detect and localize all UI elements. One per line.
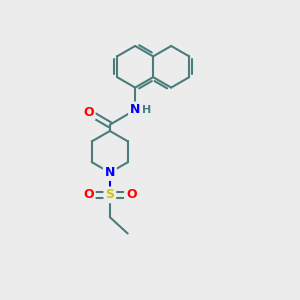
Text: N: N <box>105 166 115 179</box>
Text: O: O <box>83 106 94 119</box>
Text: O: O <box>126 188 136 201</box>
Text: S: S <box>105 188 114 201</box>
Text: H: H <box>142 105 151 115</box>
Text: O: O <box>83 188 94 201</box>
Text: N: N <box>130 103 140 116</box>
